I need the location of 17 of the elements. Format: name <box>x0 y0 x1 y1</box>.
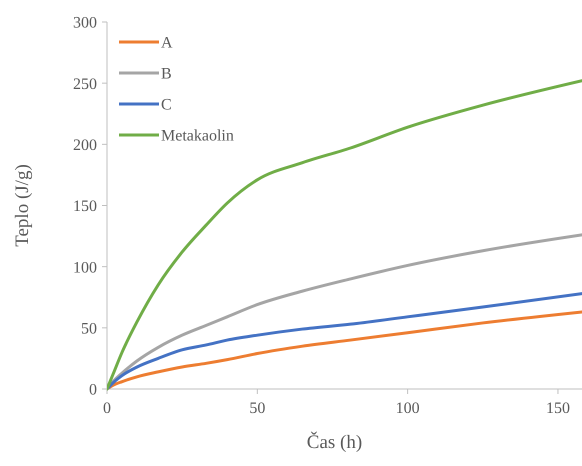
y-axis-title: Teplo (J/g) <box>12 164 33 247</box>
y-tick-label: 250 <box>73 76 97 93</box>
y-tick-label: 100 <box>73 259 97 276</box>
legend-label: Metakaolin <box>161 128 234 145</box>
x-tick-label: 100 <box>396 400 420 417</box>
legend-label: C <box>161 96 172 114</box>
x-tick-label: 150 <box>546 400 570 417</box>
y-tick-label: 150 <box>73 198 97 216</box>
y-tick-label: 50 <box>81 320 97 338</box>
y-tick-label: 200 <box>73 136 97 154</box>
y-tick-label: 300 <box>73 14 97 32</box>
y-tick-label: 0 <box>89 382 97 399</box>
x-tick-label: 0 <box>103 400 111 417</box>
legend-label: B <box>161 66 172 83</box>
x-axis-title: Čas (h) <box>306 431 362 453</box>
x-tick-label: 50 <box>249 400 266 417</box>
legend-label: A <box>161 34 173 52</box>
